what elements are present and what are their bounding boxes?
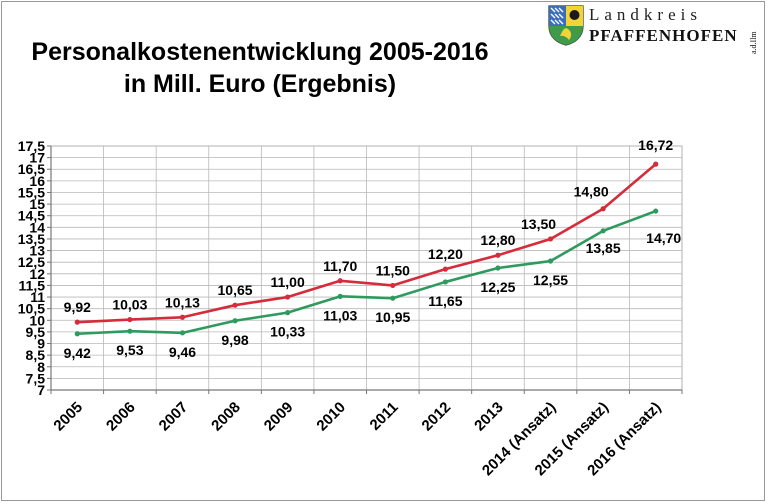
y-tick-label: 13,5	[18, 231, 45, 247]
data-point	[179, 330, 186, 336]
y-tick-label: 17,5	[18, 138, 45, 154]
y-tick-label: 9,5	[26, 324, 46, 340]
data-point	[653, 208, 659, 214]
data-point	[495, 252, 501, 258]
data-label: 12,20	[428, 246, 463, 262]
y-tick-label: 15,5	[18, 184, 45, 200]
y-tick-label: 10	[29, 312, 45, 328]
logo-line2: PFAFFENHOFEN	[589, 26, 738, 45]
data-label: 10,03	[112, 297, 147, 313]
y-tick-label: 10,5	[18, 301, 45, 317]
data-point	[600, 228, 606, 234]
data-label: 12,80	[480, 232, 515, 248]
data-label: 9,53	[116, 342, 143, 358]
data-point	[74, 319, 80, 325]
logo: Landkreis PFAFFENHOFEN a.d.Ilm	[547, 4, 762, 54]
data-point	[390, 282, 396, 289]
data-label: 11,00	[270, 274, 304, 290]
data-label: 13,85	[586, 240, 621, 256]
data-point	[653, 161, 659, 167]
data-point	[179, 314, 186, 320]
y-tick-label: 12	[29, 266, 45, 282]
y-tick-label: 11	[30, 289, 45, 305]
chart-title-line2: in Mill. Euro (Ergebnis)	[123, 70, 397, 98]
data-label: 14,80	[574, 184, 609, 200]
data-label: 12,55	[533, 272, 568, 288]
data-label: 12,25	[480, 279, 515, 295]
data-point	[337, 293, 343, 299]
data-point	[232, 318, 238, 324]
y-tick-label: 12,5	[18, 254, 45, 270]
x-tick-label: 2010	[313, 399, 349, 435]
data-label: 10,13	[165, 294, 200, 310]
x-tick-label: 2007	[156, 399, 192, 435]
x-tick-label: 2011	[367, 399, 402, 434]
coat-of-arms-icon	[548, 5, 584, 46]
data-point	[442, 266, 448, 272]
data-point	[127, 316, 133, 323]
x-tick-label: 2008	[208, 399, 244, 435]
y-tick-label: 15	[29, 196, 45, 212]
data-label: 9,42	[64, 345, 91, 361]
y-tick-label: 9	[37, 336, 45, 352]
series-line-2	[77, 209, 657, 336]
data-point	[285, 310, 291, 316]
chart-title-line1: Personalkostenentwicklung 2005-2016	[31, 38, 489, 66]
y-tick-label: 16	[29, 173, 45, 189]
data-point	[547, 258, 554, 264]
x-tick-label: 2005	[50, 399, 86, 435]
y-tick-label: 17	[29, 150, 45, 166]
x-tick-label: 2013	[471, 399, 507, 435]
x-tick-label: 2012	[419, 399, 455, 435]
y-tick-label: 7,5	[26, 370, 46, 386]
series-line-1	[77, 163, 657, 324]
data-point	[337, 278, 343, 284]
y-tick-label: 8,5	[26, 347, 46, 363]
y-tick-label: 11,5	[19, 277, 46, 293]
data-point	[390, 295, 396, 301]
data-point	[127, 328, 133, 334]
data-point	[495, 265, 501, 271]
data-label: 9,98	[221, 332, 248, 348]
data-label: 10,33	[270, 324, 305, 340]
y-tick-label: 13	[29, 243, 45, 259]
data-label: 11,50	[376, 262, 410, 278]
y-tick-label: 14,5	[18, 208, 45, 224]
data-label: 11,70	[323, 258, 357, 274]
data-point	[442, 279, 448, 285]
x-tick-label: 2009	[261, 399, 297, 435]
logo-line1: Landkreis	[589, 5, 702, 24]
data-label: 16,72	[638, 137, 673, 153]
y-tick-label: 7	[37, 382, 45, 398]
y-tick-label: 14	[29, 219, 45, 235]
data-label: 9,46	[169, 344, 196, 360]
data-label: 11,03	[323, 307, 357, 323]
data-label: 13,50	[521, 216, 556, 232]
data-point	[232, 302, 238, 308]
y-tick-label: 16,5	[18, 161, 45, 177]
data-point	[547, 236, 554, 242]
data-point	[74, 331, 80, 337]
data-point	[600, 206, 606, 212]
data-label: 10,65	[218, 282, 253, 298]
data-label: 9,92	[64, 299, 91, 315]
y-tick-label: 8	[37, 359, 45, 375]
data-label: 11,65	[428, 293, 462, 309]
data-point	[285, 294, 291, 300]
data-label: 10,95	[375, 309, 410, 325]
data-label: 14,70	[646, 230, 681, 246]
x-tick-label: 2006	[103, 399, 139, 435]
